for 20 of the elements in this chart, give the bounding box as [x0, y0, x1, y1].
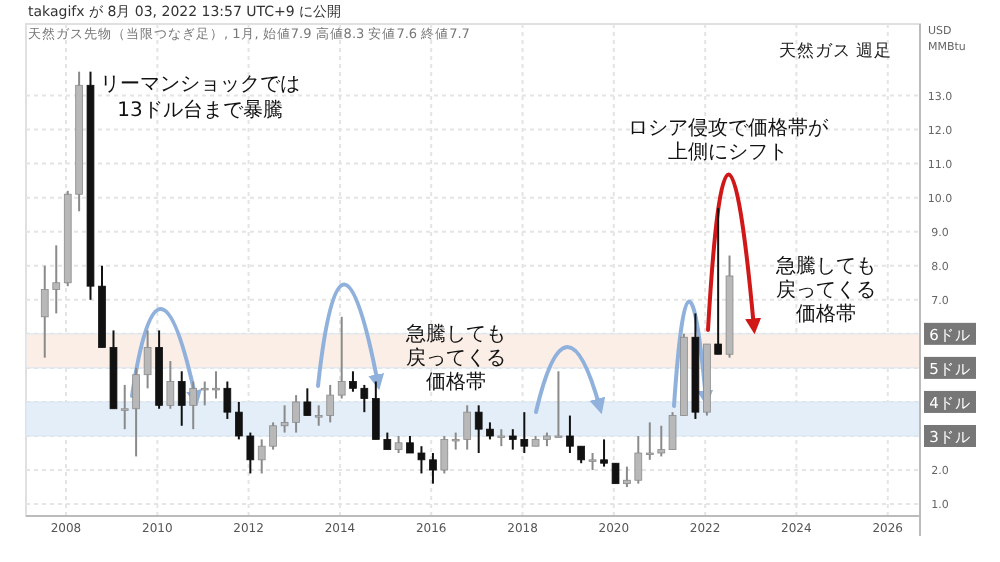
annotation: 13ドル台まで暴騰 [117, 98, 283, 122]
annotation: 上側にシフト [668, 140, 788, 164]
annotation: 急騰しても [774, 254, 876, 278]
candlestick [166, 360, 175, 410]
candlestick [177, 370, 186, 427]
text: 天然ガス 週足 [778, 40, 892, 62]
candlestick [303, 387, 312, 417]
candlestick [714, 206, 722, 356]
annotation: リーマンショックでは [100, 74, 300, 96]
annotation: 戻ってくる [406, 346, 506, 370]
candlestick [223, 380, 232, 420]
annotation: 戻ってくる [776, 278, 876, 302]
annotation: 価格帯 [796, 302, 856, 326]
annotation: ロシア侵攻で価格帯が [628, 116, 830, 140]
annotation: 価格帯 [426, 370, 486, 394]
candlestick [440, 434, 449, 475]
annotation: 急騰しても [404, 322, 506, 346]
candlestick [337, 315, 346, 400]
candlestick [143, 329, 152, 390]
candlestick [189, 380, 198, 431]
